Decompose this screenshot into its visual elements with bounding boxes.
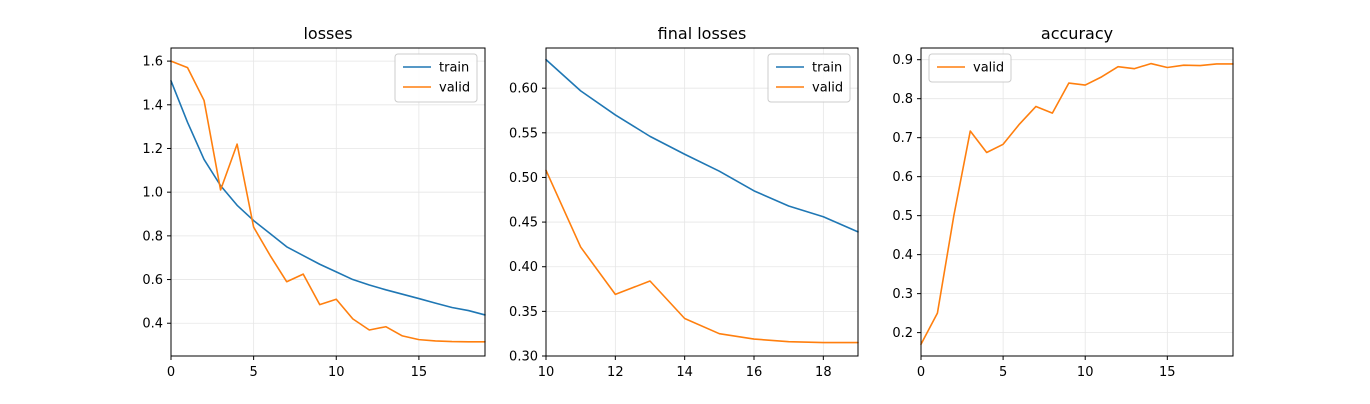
- x-tick-label: 12: [607, 365, 624, 380]
- y-tick-label: 0.7: [892, 131, 913, 146]
- x-tick-label: 10: [1077, 365, 1094, 380]
- y-tick-label: 0.6: [142, 273, 163, 288]
- y-tick-label: 1.6: [142, 55, 163, 70]
- x-tick-label: 5: [999, 365, 1007, 380]
- x-tick-label: 18: [815, 365, 832, 380]
- y-tick-label: 0.55: [509, 126, 538, 141]
- series-line-valid: [170, 60, 486, 343]
- y-tick-label: 0.60: [509, 82, 538, 97]
- x-tick-label: 5: [249, 365, 257, 380]
- x-tick-label: 16: [746, 365, 763, 380]
- y-tick-label: 0.8: [142, 229, 163, 244]
- x-tick-label: 15: [411, 365, 428, 380]
- legend-box: [394, 53, 478, 103]
- chart-panel-3: 0 5 10 15 0.2 0.3 0.4 0.5 0.6 0.7 0.8 0.9 accuracy va…: [892, 24, 1234, 380]
- series-line-train: [545, 58, 859, 233]
- x-tick-label: 0: [167, 365, 175, 380]
- legend-label-train: train: [439, 61, 469, 76]
- y-tick-label: 0.45: [509, 216, 538, 231]
- legend-label-valid: valid: [812, 81, 843, 96]
- y-tick-label: 0.40: [509, 260, 538, 275]
- chart-panel-2: 10 12 14 16 18 0.30 0.35 0.40 0.45 0.50 0.55 0.60 fi…: [509, 24, 859, 380]
- y-tick-label: 0.5: [892, 209, 913, 224]
- legend-label-train: train: [812, 61, 842, 76]
- axes-frame: [920, 47, 1234, 357]
- legend: train valid: [767, 53, 851, 103]
- x-tick-label: 15: [1159, 365, 1176, 380]
- y-tick-label: 0.4: [142, 317, 163, 332]
- legend-box: [767, 53, 851, 103]
- legend-box: [928, 53, 1012, 83]
- axes-frame: [545, 47, 859, 357]
- series-line-valid: [920, 62, 1234, 346]
- y-tick-label: 0.30: [509, 350, 538, 365]
- y-tick-label: 0.50: [509, 171, 538, 186]
- y-tick-label: 0.3: [892, 287, 913, 302]
- series-line-train: [170, 79, 486, 316]
- legend-label-valid: valid: [439, 81, 470, 96]
- y-tick-label: 1.4: [142, 98, 163, 113]
- legend: train valid: [394, 53, 478, 103]
- y-tick-label: 1.2: [142, 142, 163, 157]
- y-tick-label: 0.8: [892, 92, 913, 107]
- legend: valid: [928, 53, 1012, 83]
- x-tick-label: 14: [676, 365, 693, 380]
- y-tick-label: 0.35: [509, 305, 538, 320]
- x-tick-label: 10: [538, 365, 555, 380]
- axes-frame: [170, 47, 486, 357]
- x-tick-label: 0: [917, 365, 925, 380]
- y-tick-label: 0.2: [892, 326, 913, 341]
- chart-panel-1: 0 5 10 15 0.4 0.6 0.8 1.0 1.2 1.4 1.6 losses train va…: [142, 24, 486, 380]
- y-tick-label: 1.0: [142, 186, 163, 201]
- y-tick-label: 0.9: [892, 53, 913, 68]
- chart-title: accuracy: [1041, 24, 1113, 43]
- y-tick-label: 0.6: [892, 170, 913, 185]
- y-tick-label: 0.4: [892, 248, 913, 263]
- chart-title: losses: [303, 24, 352, 43]
- series-line-valid: [545, 169, 859, 344]
- x-tick-label: 10: [328, 365, 345, 380]
- chart-title: final losses: [658, 24, 747, 43]
- legend-label-valid: valid: [973, 61, 1004, 76]
